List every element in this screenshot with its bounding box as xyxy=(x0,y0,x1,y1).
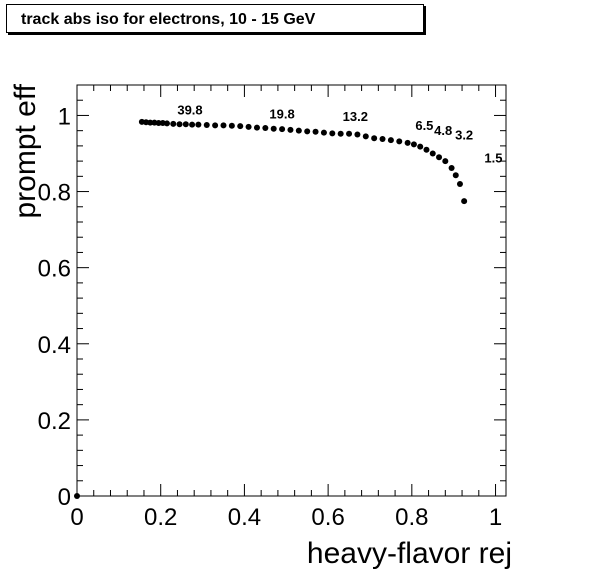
axis-ticks xyxy=(76,84,506,497)
x-tick-label: 0.6 xyxy=(311,504,344,531)
data-point xyxy=(176,121,183,128)
data-point xyxy=(147,119,154,126)
data-point xyxy=(195,121,202,128)
data-point xyxy=(448,164,455,171)
data-point xyxy=(329,130,336,137)
y-tick-label: 1 xyxy=(58,103,71,130)
data-point xyxy=(189,121,196,128)
x-tick-label: 0.2 xyxy=(144,504,177,531)
data-point xyxy=(295,127,302,134)
x-tick-label: 0.4 xyxy=(228,504,261,531)
annotations: 39.8 19.8 13.2 6.5 4.8 3.2 1.5 xyxy=(177,102,502,165)
data-point xyxy=(220,122,227,129)
data-point xyxy=(346,130,353,137)
plot-frame xyxy=(76,84,507,497)
chart-title: track abs iso for electrons, 10 - 15 GeV xyxy=(21,11,316,28)
y-tick-label: 0.6 xyxy=(38,256,71,283)
point-annotation: 13.2 xyxy=(343,109,368,124)
data-point xyxy=(337,130,344,137)
data-point xyxy=(253,124,260,131)
chart-title-box: track abs iso for electrons, 10 - 15 GeV xyxy=(6,4,424,33)
data-point xyxy=(287,126,294,133)
data-point xyxy=(228,122,235,129)
x-tick-label: 1 xyxy=(489,504,502,531)
y-tick-label: 0.2 xyxy=(38,408,71,435)
data-point xyxy=(163,120,170,127)
data-point xyxy=(429,150,436,157)
data-point xyxy=(417,143,424,150)
y-axis-title: prompt eff xyxy=(9,83,42,218)
data-point xyxy=(270,125,277,132)
data-point xyxy=(155,120,162,127)
data-point xyxy=(461,198,468,205)
data-point xyxy=(362,133,369,140)
y-tick-label: 0 xyxy=(58,484,71,511)
point-annotation: 19.8 xyxy=(269,106,294,121)
data-point xyxy=(279,126,286,133)
y-tick-label: 0.8 xyxy=(38,180,71,207)
data-point xyxy=(212,122,219,129)
data-point xyxy=(237,123,244,130)
point-annotation: 39.8 xyxy=(177,102,202,117)
tick-labels: 0 0.2 0.4 0.6 0.8 1 0 0.2 0.4 0.6 0.8 1 xyxy=(38,103,503,531)
data-point xyxy=(170,120,177,127)
data-point xyxy=(312,128,319,135)
data-point xyxy=(404,139,411,146)
y-tick-label: 0.4 xyxy=(38,332,71,359)
x-axis-title: heavy-flavor rej xyxy=(307,537,512,570)
data-point xyxy=(379,136,386,143)
data-point xyxy=(387,137,394,144)
data-point xyxy=(442,158,449,165)
point-annotation: 4.8 xyxy=(434,123,452,138)
x-tick-label: 0.8 xyxy=(395,504,428,531)
data-point xyxy=(320,129,327,136)
data-point xyxy=(74,493,80,499)
data-point xyxy=(203,121,210,128)
data-point xyxy=(456,180,463,187)
data-point xyxy=(452,172,459,179)
data-point xyxy=(182,121,189,128)
data-point xyxy=(396,138,403,145)
data-point xyxy=(304,128,311,135)
data-point xyxy=(245,123,252,130)
data-point xyxy=(423,146,430,153)
data-points xyxy=(74,118,468,499)
point-annotation: 3.2 xyxy=(455,127,473,142)
data-point xyxy=(371,135,378,142)
point-annotation: 1.5 xyxy=(484,150,502,165)
data-point xyxy=(262,125,269,132)
data-point xyxy=(354,131,361,138)
data-point xyxy=(436,154,443,161)
x-tick-label: 0 xyxy=(70,504,83,531)
point-annotation: 6.5 xyxy=(415,118,433,133)
data-point xyxy=(410,141,417,148)
